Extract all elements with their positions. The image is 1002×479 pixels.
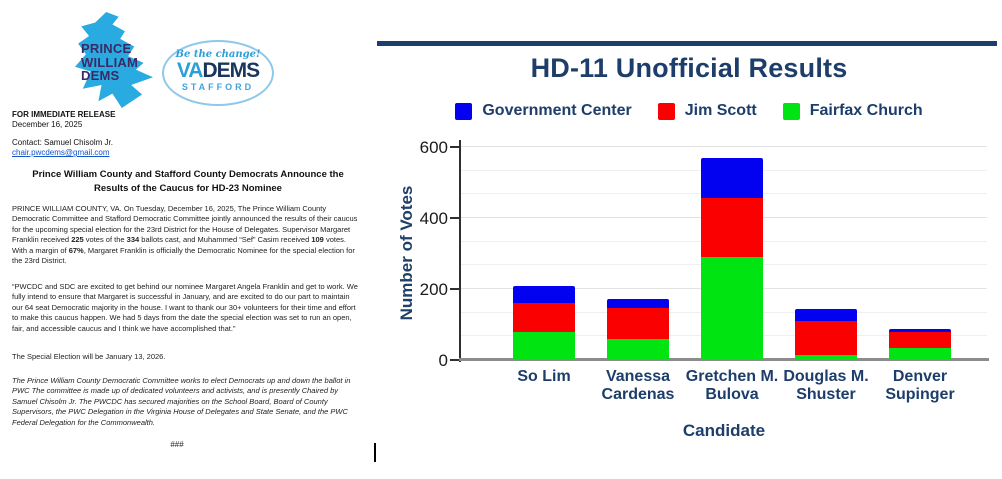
paragraph-boilerplate: The Prince William County Democratic Com…: [12, 376, 351, 427]
legend: Government Center Jim Scott Fairfax Church: [376, 102, 1002, 120]
legend-item: Government Center: [455, 102, 632, 120]
bar-segment: [795, 308, 857, 321]
bar-douglas-m-shuster: [795, 308, 857, 360]
legend-label: Fairfax Church: [809, 102, 923, 119]
bar-segment: [795, 320, 857, 356]
y-tick-label: 200: [419, 280, 448, 299]
x-label: So Lim: [517, 368, 571, 385]
vadems-dems: DEMS: [202, 59, 260, 82]
bar-segment: [795, 355, 857, 360]
bar-segment: [889, 329, 951, 333]
vadems-va: VA: [176, 59, 204, 82]
vadems-stafford-label: STAFFORD: [181, 82, 255, 92]
x-labels: So Lim Vanessa Cardenas Gretchen M. Bulova…: [497, 368, 967, 404]
vadems-wordmark: VADEMS: [164, 60, 272, 82]
gridline: [461, 146, 987, 147]
chart-title: HD-11 Unofficial Results: [530, 53, 848, 83]
pwd-line3: DEMS: [81, 68, 120, 83]
bar-vanessa-cardenas: [607, 298, 669, 360]
legend-swatch-icon: [455, 102, 473, 120]
paragraph-quote: “PWCDC and SDC are excited to get behind…: [12, 282, 358, 333]
bar-segment: [701, 257, 763, 360]
paragraph-special-election: The Special Election will be January 13,…: [12, 352, 166, 361]
bar-segment: [607, 298, 669, 309]
bar-segment: [701, 198, 763, 258]
x-label: Gretchen M. Bulova: [685, 368, 779, 403]
chart-top-rule: [377, 41, 997, 46]
paragraph-results: PRINCE WILLIAM COUNTY, VA. On Tuesday, D…: [12, 204, 358, 266]
x-label: Denver Supinger: [885, 368, 955, 403]
y-tickmark: [450, 217, 459, 219]
x-label: Vanessa Cardenas: [601, 368, 675, 403]
press-release-document: PRINCE WILLIAM DEMS Be the change! VADEM…: [0, 0, 376, 479]
contact-email-link[interactable]: chair.pwcdems@gmail.com: [12, 148, 110, 157]
x-axis-title: Candidate: [682, 421, 766, 440]
bar-segment: [513, 302, 575, 333]
legend-swatch-icon: [657, 102, 675, 120]
legend-item: Fairfax Church: [782, 102, 923, 120]
legend-item: Jim Scott: [657, 102, 757, 120]
pwd-line2: WILLIAM: [81, 54, 138, 70]
chart-panel: HD-11 Unofficial Results Government Cent…: [376, 0, 1002, 479]
bar-segment: [889, 332, 951, 348]
vadems-tagline: Be the change!: [175, 49, 261, 60]
bar-segment: [513, 286, 575, 303]
prince-william-dems-logo: PRINCE WILLIAM DEMS: [75, 12, 153, 108]
end-mark: ###: [170, 440, 184, 449]
bar-segment: [607, 339, 669, 360]
bars: [497, 147, 967, 360]
pwd-line1: PRINCE: [81, 41, 132, 56]
x-label: Douglas M. Shuster: [783, 368, 869, 403]
bar-gretchen-m-bulova: [701, 158, 763, 360]
legend-label: Government Center: [482, 102, 632, 119]
prince-william-dems-wordmark: PRINCE WILLIAM DEMS: [81, 42, 138, 83]
for-immediate-release-label: FOR IMMEDIATE RELEASE: [12, 110, 116, 119]
bar-denver-supinger: [889, 329, 951, 360]
y-tickmark: [450, 359, 459, 361]
press-release-title: Prince William County and Stafford Count…: [32, 169, 344, 194]
logo-row: PRINCE WILLIAM DEMS Be the change! VADEM…: [70, 8, 280, 108]
y-tick-label: 400: [419, 209, 448, 228]
text-cursor: [374, 443, 376, 462]
release-meta: FOR IMMEDIATE RELEASE December 16, 2025: [12, 110, 115, 130]
vadems-stafford-logo: Be the change! VADEMS STAFFORD: [162, 40, 274, 106]
y-axis-title: Number of Votes: [397, 185, 416, 321]
bar-segment: [513, 332, 575, 360]
y-tick-label: 0: [438, 351, 448, 370]
legend-swatch-icon: [782, 102, 800, 120]
release-date: December 16, 2025: [12, 120, 83, 129]
y-tickmark: [450, 288, 459, 290]
contact-name: Contact: Samuel Chisolm Jr.: [12, 138, 113, 147]
legend-label: Jim Scott: [684, 102, 757, 119]
y-axis-line: [459, 140, 461, 362]
bar-segment: [701, 158, 763, 199]
bar-segment: [889, 347, 951, 360]
y-tickmark: [450, 146, 459, 148]
bar-segment: [607, 308, 669, 340]
contact-block: Contact: Samuel Chisolm Jr. chair.pwcdem…: [12, 138, 113, 158]
y-tick-label: 600: [419, 138, 448, 157]
bar-so-lim: [513, 286, 575, 360]
